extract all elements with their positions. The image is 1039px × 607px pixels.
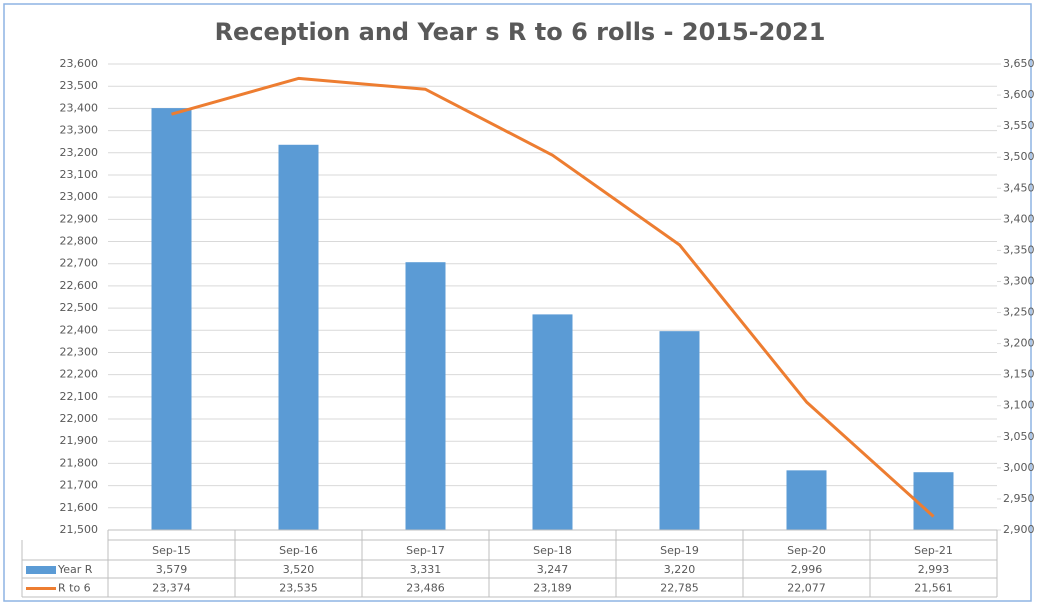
y2-tick-label: 3,400 <box>1003 212 1035 225</box>
y-tick-label: 21,800 <box>60 456 99 469</box>
y-tick-label: 22,800 <box>60 235 99 248</box>
y-tick-label: 21,500 <box>60 523 99 536</box>
y-tick-label: 23,300 <box>60 124 99 137</box>
bar <box>659 331 700 530</box>
y2-tick-label: 3,550 <box>1003 119 1035 132</box>
table-value: 2,996 <box>791 563 823 576</box>
x-tick-label: Sep-15 <box>152 544 191 557</box>
table-value: 3,520 <box>283 563 315 576</box>
table-value: 2,993 <box>918 563 950 576</box>
table-value: 22,785 <box>660 582 699 595</box>
table-value: 23,189 <box>533 582 572 595</box>
y2-tick-label: 3,050 <box>1003 430 1035 443</box>
table-value: 23,486 <box>406 582 445 595</box>
y2-tick-label: 3,650 <box>1003 57 1035 70</box>
x-tick-label: Sep-19 <box>660 544 699 557</box>
table-value: 3,220 <box>664 563 696 576</box>
legend-swatch <box>26 566 56 574</box>
y-tick-label: 22,900 <box>60 212 99 225</box>
table-value: 21,561 <box>914 582 953 595</box>
y-tick-label: 21,600 <box>60 501 99 514</box>
x-tick-label: Sep-16 <box>279 544 318 557</box>
y-tick-label: 22,500 <box>60 301 99 314</box>
y-tick-label: 23,500 <box>60 79 99 92</box>
x-tick-label: Sep-21 <box>914 544 953 557</box>
y-tick-label: 22,200 <box>60 368 99 381</box>
bar <box>786 470 827 530</box>
bar <box>278 144 319 531</box>
y2-tick-label: 3,600 <box>1003 88 1035 101</box>
y2-tick-label: 3,300 <box>1003 274 1035 287</box>
y-tick-label: 21,700 <box>60 479 99 492</box>
y2-tick-label: 3,500 <box>1003 150 1035 163</box>
y-tick-label: 23,600 <box>60 57 99 70</box>
line <box>171 76 935 518</box>
legend-label: R to 6 <box>58 582 91 595</box>
y2-tick-label: 3,350 <box>1003 243 1035 256</box>
bar <box>532 314 573 530</box>
bar <box>151 108 192 530</box>
bar <box>913 472 954 530</box>
y2-tick-label: 2,900 <box>1003 523 1035 536</box>
y2-tick-label: 3,150 <box>1003 368 1035 381</box>
legend-label: Year R <box>57 563 93 576</box>
y-tick-label: 22,300 <box>60 345 99 358</box>
chart-title: Reception and Year s R to 6 rolls - 2015… <box>215 18 826 46</box>
y-tick-label: 22,400 <box>60 323 99 336</box>
y2-tick-label: 3,100 <box>1003 399 1035 412</box>
table-value: 3,247 <box>537 563 569 576</box>
y-tick-label: 23,000 <box>60 190 99 203</box>
table-value: 3,579 <box>156 563 188 576</box>
y-tick-label: 22,700 <box>60 257 99 270</box>
y-tick-label: 21,900 <box>60 434 99 447</box>
y2-tick-label: 3,200 <box>1003 337 1035 350</box>
y-tick-label: 22,000 <box>60 412 99 425</box>
bar <box>405 262 446 530</box>
x-tick-label: Sep-17 <box>406 544 445 557</box>
y-tick-label: 23,400 <box>60 101 99 114</box>
table-value: 23,374 <box>152 582 191 595</box>
table-value: 23,535 <box>279 582 318 595</box>
y-tick-label: 22,100 <box>60 390 99 403</box>
y-tick-label: 23,200 <box>60 146 99 159</box>
table-value: 3,331 <box>410 563 442 576</box>
y2-tick-label: 3,250 <box>1003 306 1035 319</box>
y2-tick-label: 3,000 <box>1003 461 1035 474</box>
table-value: 22,077 <box>787 582 826 595</box>
y-tick-label: 22,600 <box>60 279 99 292</box>
y2-tick-label: 2,950 <box>1003 492 1035 505</box>
y-tick-label: 23,100 <box>60 168 99 181</box>
y2-tick-label: 3,450 <box>1003 181 1035 194</box>
x-tick-label: Sep-20 <box>787 544 826 557</box>
x-tick-label: Sep-18 <box>533 544 572 557</box>
